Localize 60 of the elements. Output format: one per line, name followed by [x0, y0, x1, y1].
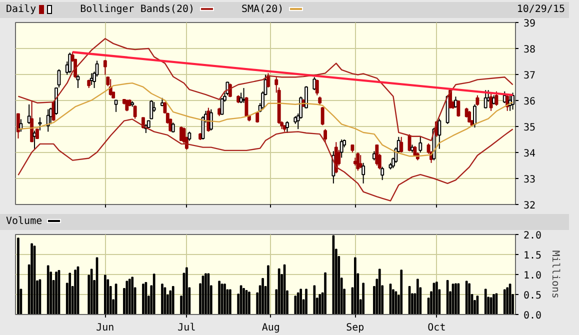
y-tick-label: 1.0 [524, 270, 542, 282]
candlestick [324, 128, 328, 143]
candlestick [340, 139, 344, 158]
x-tick-label: Jun [96, 322, 114, 334]
candlestick [125, 100, 129, 112]
y-tick-label: 1.5 [524, 250, 542, 262]
candlestick [380, 166, 384, 181]
x-tick-label: Aug [262, 322, 280, 334]
legend-label: Volume [6, 215, 44, 229]
x-tick-label: Sep [346, 322, 364, 334]
text: 10/29/15 [516, 3, 565, 17]
y-axis-title: Millions [550, 250, 561, 299]
candlestick [68, 52, 72, 74]
y-tick-label: 36 [524, 96, 536, 108]
x-tick-label: Jul [178, 322, 196, 334]
candlestick [494, 90, 498, 106]
candlestick [312, 76, 316, 91]
candlestick [356, 152, 360, 172]
candlestick [304, 86, 308, 109]
candlestick [36, 128, 39, 139]
candlestick [133, 104, 137, 120]
y-tick-label: 35 [524, 122, 536, 134]
candlestick [473, 104, 476, 128]
y-tick-label: 0.0 [524, 310, 542, 322]
candlestick [114, 100, 118, 112]
y-tick-label: 37 [524, 70, 536, 82]
line-series [18, 118, 514, 202]
y-tick-label: 32 [524, 200, 536, 212]
candlestick [266, 72, 270, 88]
candlestick [400, 136, 404, 153]
y-tick-label: 38 [524, 44, 536, 56]
candlestick [418, 136, 422, 153]
candlestick [171, 122, 175, 133]
y-tick-label: 2.0 [524, 230, 542, 242]
candlestick [239, 92, 243, 104]
y-tick-label: 0.5 [524, 290, 542, 302]
y-tick-label: 39 [524, 18, 536, 30]
candlestick [358, 154, 362, 169]
candlestick [57, 68, 61, 88]
candlestick [492, 94, 496, 105]
legend-label: Daily [6, 3, 38, 17]
y-tick-label: 34 [524, 148, 536, 160]
candlestick [76, 74, 80, 89]
candlestick [362, 162, 366, 184]
candlestick [476, 94, 480, 106]
candlestick [38, 116, 42, 131]
candlestick [484, 90, 488, 109]
candlestick [30, 100, 34, 143]
candlestick [103, 59, 107, 76]
legend-label: SMA(20) [242, 3, 285, 17]
candlestick [456, 100, 460, 118]
legend-label: Bollinger Bands(20) [80, 3, 196, 17]
candlestick [315, 79, 319, 96]
x-tick-label: Oct [428, 322, 446, 334]
y-tick-label: 33 [524, 174, 536, 186]
candlestick [375, 144, 379, 166]
candlestick [320, 106, 324, 126]
candlestick [438, 118, 442, 150]
candlestick [188, 131, 192, 142]
line-series [18, 38, 514, 142]
